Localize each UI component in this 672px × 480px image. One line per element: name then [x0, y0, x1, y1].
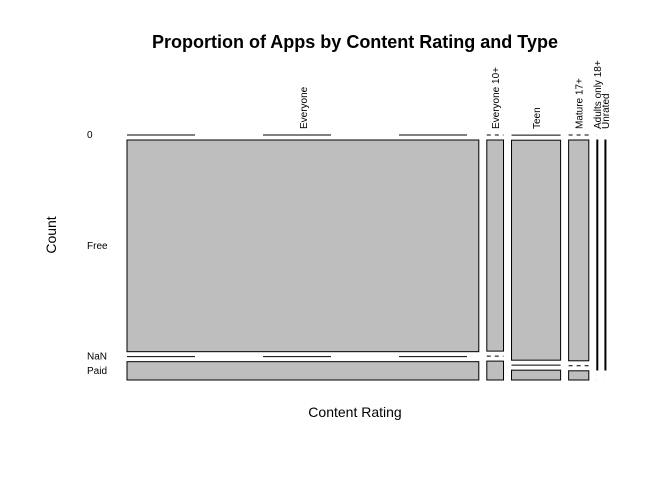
column-label-adults-only-18: Adults only 18+: [593, 60, 604, 129]
tile-adults-only-18-free: [596, 139, 599, 371]
tile-everyone-paid: [126, 361, 480, 381]
tile-mature-17-free: [568, 139, 590, 362]
row-label-free: Free: [87, 241, 108, 252]
tile-everyone-free: [126, 139, 480, 353]
row-labels: 0 Free NaN Paid: [87, 130, 108, 377]
tile-unrated-free: [604, 139, 607, 371]
column-label-teen: Teen: [532, 107, 543, 129]
row-label-nan: NaN: [87, 352, 107, 363]
column-labels: Everyone Everyone 10+ Teen Mature 17+ Adults…: [299, 60, 612, 129]
x-axis-label: Content Rating: [308, 404, 401, 420]
row-label-0: 0: [87, 130, 93, 141]
y-axis-label: Count: [43, 216, 59, 253]
mosaic-tiles: [126, 134, 607, 381]
tile-everyone-10-paid: [486, 360, 505, 381]
column-label-mature-17: Mature 17+: [575, 78, 586, 129]
row-label-paid: Paid: [87, 366, 107, 377]
chart-title: Proportion of Apps by Content Rating and…: [152, 32, 558, 52]
tile-everyone-10-free: [486, 139, 505, 352]
column-label-unrated: Unrated: [601, 93, 612, 129]
tile-teen-paid: [511, 369, 562, 381]
column-label-everyone: Everyone: [299, 86, 310, 129]
column-label-everyone-10: Everyone 10+: [491, 67, 502, 129]
tile-teen-free: [511, 139, 562, 361]
tile-mature-17-paid: [568, 370, 590, 381]
